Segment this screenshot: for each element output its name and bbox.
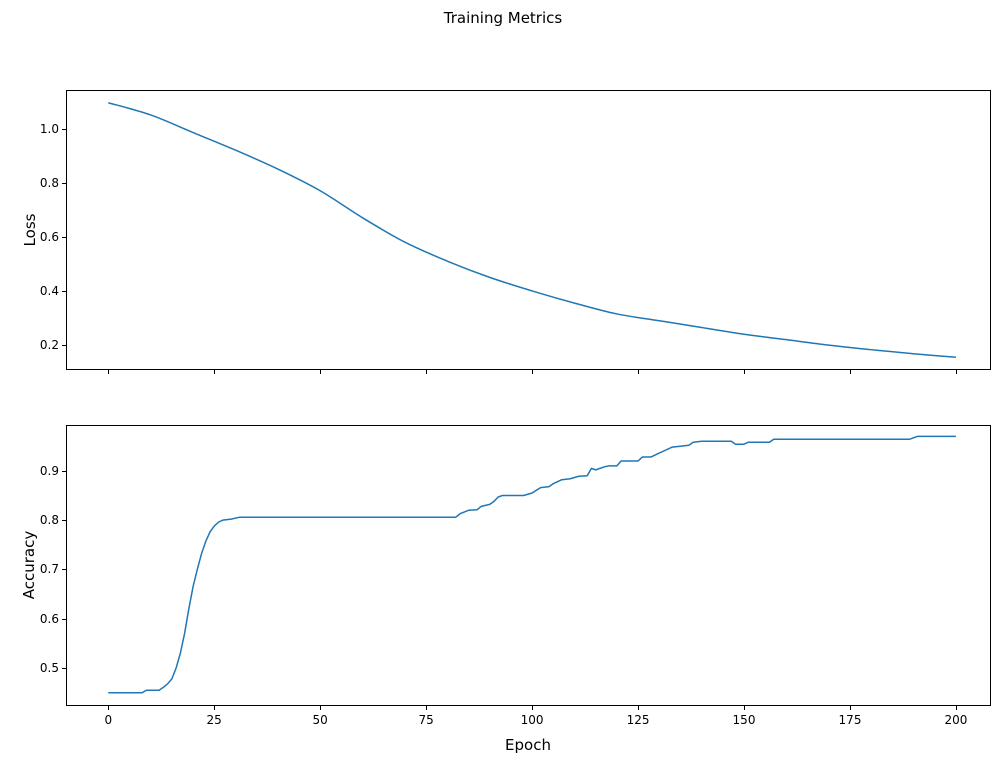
x-tick — [744, 706, 745, 710]
y-tick-label: 0.6 — [39, 229, 59, 244]
x-tick-label: 175 — [838, 713, 862, 727]
y-tick-label: 0.8 — [39, 175, 59, 190]
x-tick — [320, 370, 322, 374]
x-tick — [850, 370, 851, 374]
x-tick — [638, 370, 640, 374]
x-tick — [532, 706, 534, 710]
y-tick — [62, 128, 66, 130]
x-tick — [214, 370, 216, 374]
y-tick-label: 0.5 — [39, 661, 59, 675]
y-tick-label: 1.0 — [39, 121, 59, 136]
x-tick-label: 50 — [312, 713, 328, 727]
x-tick-label: 25 — [206, 713, 222, 727]
y-tick — [62, 618, 66, 620]
y-tick-label: 0.4 — [39, 283, 59, 298]
epoch-xlabel: Epoch — [505, 736, 551, 754]
x-tick — [638, 706, 640, 710]
y-tick — [62, 569, 66, 571]
loss-line — [108, 102, 956, 359]
x-tick — [426, 370, 428, 374]
y-tick — [62, 182, 66, 184]
x-tick — [955, 706, 957, 710]
y-tick-label: 0.9 — [39, 463, 59, 478]
accuracy-line-svg — [108, 435, 956, 694]
accuracy-axes — [66, 425, 991, 706]
x-tick — [532, 370, 534, 374]
x-tick — [744, 370, 745, 374]
x-tick — [850, 706, 851, 710]
loss-line-svg — [108, 102, 956, 359]
x-tick-label: 125 — [626, 713, 650, 727]
x-tick-label: 100 — [520, 713, 544, 727]
y-tick — [62, 470, 66, 472]
y-tick — [62, 290, 66, 292]
x-tick-label: 0 — [104, 713, 113, 727]
y-tick — [62, 345, 66, 347]
y-tick — [62, 236, 66, 238]
figure-title: Training Metrics — [443, 9, 563, 27]
y-tick — [62, 668, 66, 669]
x-tick-label: 200 — [944, 713, 968, 727]
x-tick — [320, 706, 322, 710]
y-tick-label: 0.2 — [39, 338, 59, 353]
x-tick-label: 75 — [418, 713, 434, 727]
accuracy-line — [108, 435, 956, 694]
y-tick-label: 0.6 — [39, 611, 59, 626]
x-tick — [426, 706, 428, 710]
y-tick-label: 0.7 — [39, 562, 59, 577]
x-tick — [108, 370, 110, 374]
x-tick — [955, 370, 957, 374]
y-tick — [62, 520, 66, 522]
loss-axes — [66, 90, 991, 370]
y-tick-label: 0.8 — [39, 513, 59, 528]
x-tick-label: 150 — [732, 713, 756, 727]
x-tick — [214, 706, 216, 710]
x-tick — [108, 706, 110, 710]
